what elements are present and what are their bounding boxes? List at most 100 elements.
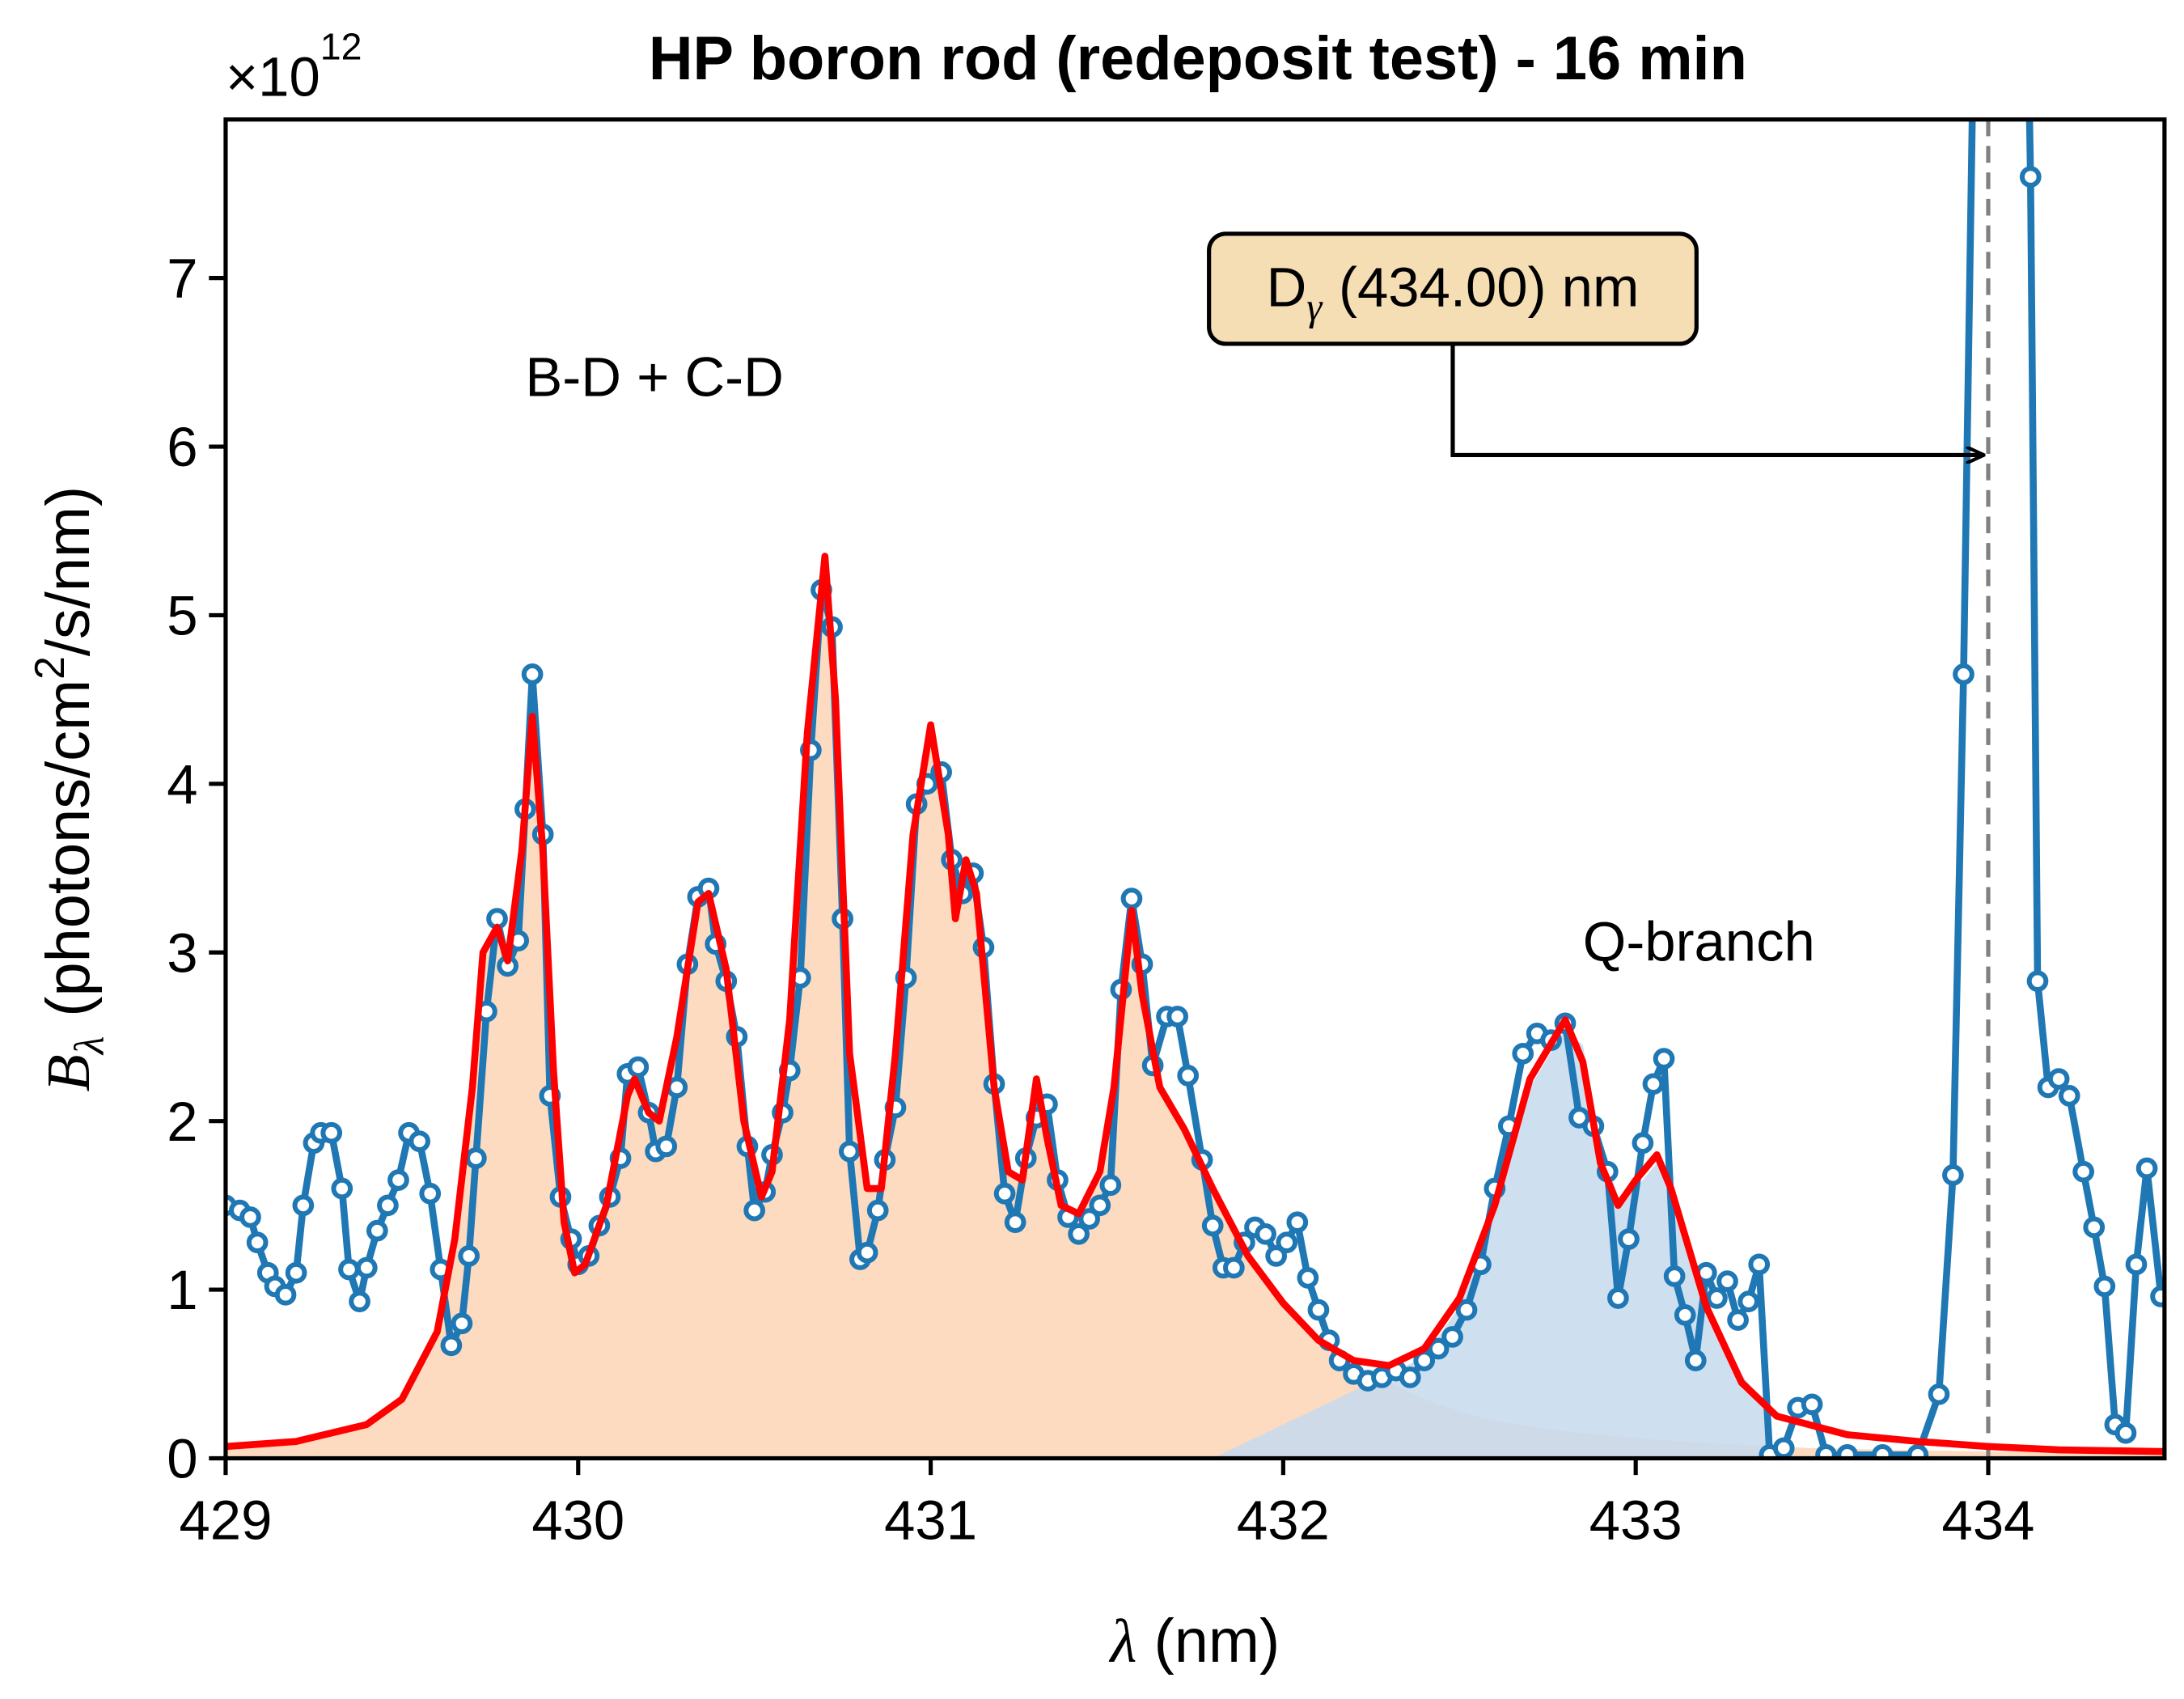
x-tick-label: 432 xyxy=(1237,1489,1330,1551)
data-point xyxy=(419,1182,442,1205)
fit-line xyxy=(225,553,2165,1455)
plot-frame xyxy=(223,117,2167,1461)
data-point xyxy=(2150,1286,2165,1307)
data-point xyxy=(1265,1245,1288,1267)
callout-text: Dγ (434.00) nm xyxy=(1267,256,1640,328)
x-label-text: (nm) xyxy=(1154,1607,1280,1676)
data-point xyxy=(2058,1085,2080,1107)
y-tick-label: 2 xyxy=(167,1091,197,1153)
data-point xyxy=(1223,1256,1245,1279)
data-point xyxy=(1836,1443,1859,1459)
data-point xyxy=(1307,1299,1330,1321)
data-point xyxy=(1772,1437,1795,1459)
data-point xyxy=(377,1194,399,1217)
x-tick-label: 433 xyxy=(1589,1489,1682,1551)
y-tick-label: 7 xyxy=(167,248,197,310)
data-point xyxy=(1276,1231,1298,1254)
data-point xyxy=(1297,1267,1319,1289)
data-point xyxy=(366,1219,388,1242)
data-point xyxy=(993,1182,1016,1205)
y-label-symbol: B xyxy=(35,1054,103,1091)
data-point xyxy=(2114,1421,2137,1444)
x-tick-label: 429 xyxy=(180,1489,273,1551)
x-tick-label: 434 xyxy=(1942,1489,2035,1551)
callout-text-body: (434.00) nm xyxy=(1339,256,1639,318)
data-point xyxy=(1727,1309,1749,1331)
data-point xyxy=(521,663,544,685)
data-point xyxy=(2072,1160,2095,1183)
data-point xyxy=(1441,1326,1463,1348)
callout-box xyxy=(1207,231,1699,346)
data-point xyxy=(1427,1337,1450,1360)
data-point xyxy=(2125,1253,2148,1276)
multiplier-exponent: 12 xyxy=(320,26,362,68)
y-axis-label: Bλ (photons/cm2/s/nm) xyxy=(26,486,112,1092)
data-point xyxy=(320,1121,343,1144)
y-tick-label: 0 xyxy=(167,1428,197,1490)
data-point xyxy=(1642,1073,1665,1095)
data-point xyxy=(239,1206,261,1228)
y-label-subscript: λ xyxy=(66,1036,112,1056)
data-point xyxy=(655,1135,678,1158)
annotation: Q-branch xyxy=(1583,911,1815,973)
component-area xyxy=(225,556,2165,1459)
data-point xyxy=(2047,1068,2070,1090)
multiplier-base: ×10 xyxy=(226,45,320,108)
data-point xyxy=(1089,1194,1111,1217)
data-point xyxy=(1078,1208,1101,1230)
data-point xyxy=(1399,1366,1421,1388)
data-point xyxy=(292,1194,315,1217)
data-point xyxy=(1663,1265,1686,1287)
data-point xyxy=(743,1199,766,1222)
data-point xyxy=(1455,1299,1478,1321)
data-point xyxy=(451,1312,473,1335)
data-point xyxy=(331,1177,353,1200)
x-label-space xyxy=(1136,1607,1153,1676)
callout-arrow xyxy=(1450,343,1984,455)
plot-area xyxy=(225,119,2165,1459)
data-point xyxy=(408,1130,430,1153)
data-point xyxy=(440,1334,463,1357)
data-point xyxy=(387,1169,409,1191)
data-point xyxy=(627,1056,650,1078)
data-point xyxy=(1716,1270,1738,1293)
y-tick-label: 6 xyxy=(167,416,197,478)
data-point xyxy=(1099,1174,1122,1197)
data-point xyxy=(1801,1393,1823,1416)
data-point xyxy=(1674,1303,1696,1326)
data-point xyxy=(458,1245,480,1267)
y-label-text: (photons/cm xyxy=(34,680,103,1017)
data-point xyxy=(2019,166,2042,188)
data-point xyxy=(1953,663,1974,685)
component-area xyxy=(1213,1028,1770,1459)
data-point xyxy=(1871,1443,1894,1459)
y-tick-label: 1 xyxy=(167,1259,197,1321)
data-point xyxy=(1607,1287,1629,1309)
data-point xyxy=(1120,888,1143,909)
data-point xyxy=(349,1290,370,1313)
data-point xyxy=(1177,1065,1200,1087)
x-axis-label: λ (nm) xyxy=(1109,1607,1280,1676)
data-point xyxy=(1737,1290,1759,1313)
data-point xyxy=(1706,1287,1728,1309)
chart-title: HP boron rod (redeposit test) - 16 min xyxy=(649,24,1747,93)
data-point xyxy=(2135,1157,2158,1180)
data-point xyxy=(1815,1443,1837,1459)
data-point xyxy=(856,1241,878,1264)
x-tick-label: 430 xyxy=(531,1489,624,1551)
data-point xyxy=(1201,1214,1224,1237)
data-point xyxy=(2026,970,2049,993)
y-tick-label: 3 xyxy=(167,922,197,984)
data-point xyxy=(1653,1048,1675,1070)
data-point xyxy=(2083,1216,2106,1239)
data-point xyxy=(246,1231,269,1254)
data-point xyxy=(1068,1222,1090,1245)
callout-symbol: D xyxy=(1267,256,1307,318)
data-point xyxy=(1748,1253,1771,1276)
data-point xyxy=(355,1256,378,1279)
data-point xyxy=(1512,1042,1534,1065)
y-multiplier: ×1012 xyxy=(226,26,362,108)
data-point xyxy=(2093,1275,2116,1298)
